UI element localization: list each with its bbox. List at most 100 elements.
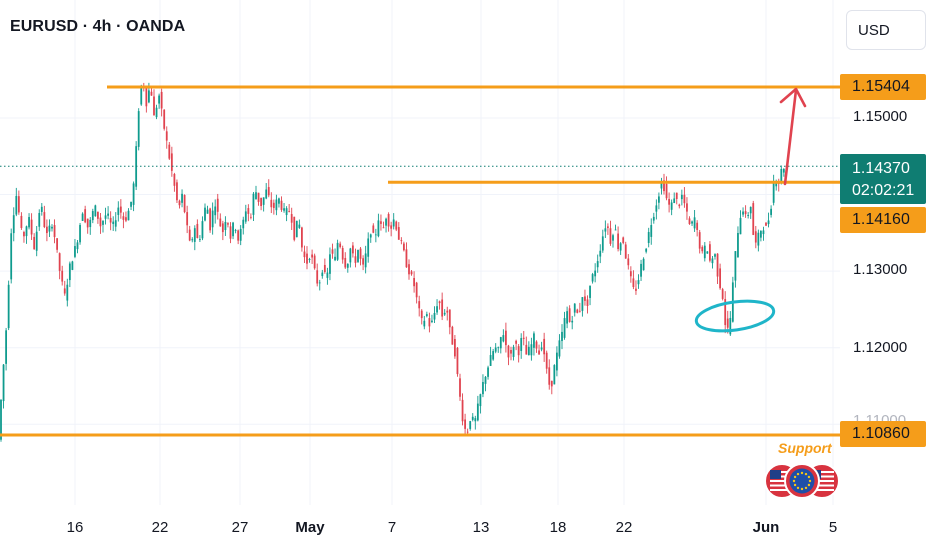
candle-body [237, 230, 240, 241]
candle-body [242, 219, 245, 229]
eu-star [804, 486, 808, 490]
candle-body [20, 215, 23, 228]
candle-body [589, 285, 591, 298]
candle-body [311, 254, 313, 258]
candle-body [428, 318, 431, 327]
x-tick-label: 7 [387, 519, 397, 536]
candle-body [252, 193, 255, 215]
candle-body [170, 153, 173, 171]
candle-body [517, 346, 520, 356]
candle-body [680, 194, 683, 200]
us-flag-stripe [770, 489, 794, 491]
candle-body [418, 301, 421, 309]
candle-body [670, 202, 673, 210]
candle-body [374, 234, 377, 236]
y-tick-label: 1.12000 [853, 339, 908, 356]
eu-star [807, 475, 811, 479]
candle-body [635, 288, 637, 291]
candle-body [260, 197, 262, 207]
candle-body [734, 251, 737, 281]
currency-button[interactable]: USD [846, 10, 926, 50]
candle-body [278, 198, 280, 204]
candle-body [81, 213, 84, 221]
candle-body [619, 243, 622, 251]
y-tick-label: 1.15000 [853, 108, 908, 125]
candle-body [760, 231, 762, 238]
us-flag-stripe [810, 489, 834, 491]
candle-body [10, 233, 13, 280]
symbol-title[interactable]: EURUSD · 4h · OANDA [10, 18, 186, 35]
candle-body [97, 211, 99, 219]
last-price-value: 1.14370 [852, 160, 910, 177]
candle-body [466, 431, 469, 433]
candle-body [94, 205, 97, 217]
candle-body [535, 341, 538, 349]
candle-body [698, 232, 701, 249]
candle-body [30, 219, 33, 235]
candle-body [627, 258, 630, 266]
candle-body [545, 352, 548, 369]
candle-body [48, 225, 51, 232]
candle-body [0, 399, 2, 440]
candle-body [581, 297, 584, 311]
candle-body [183, 195, 186, 213]
candle-body [199, 239, 201, 240]
us-flag-stripe [770, 475, 794, 478]
candle-body [377, 220, 380, 237]
candle-body [522, 337, 525, 339]
candle-body [476, 403, 479, 421]
candle-body [456, 347, 459, 375]
target-arrow [783, 88, 798, 186]
candle-body [497, 347, 500, 349]
candle-body [163, 109, 166, 129]
candle-body [329, 254, 331, 274]
candle-body [369, 234, 372, 238]
candle-body [433, 312, 436, 320]
candle-body [23, 232, 25, 237]
candle-body [548, 367, 551, 385]
candle-body [543, 338, 546, 355]
candle-body [91, 211, 94, 221]
candle-body [178, 200, 181, 206]
candle-body [79, 224, 81, 243]
candle-body [780, 168, 783, 183]
candle-body [405, 249, 408, 268]
us-flag-stripe [810, 475, 834, 478]
candle-body [675, 192, 678, 199]
candle-body [214, 206, 217, 216]
candle-body [413, 278, 415, 287]
price-tag-resistance-top: 1.15404 [840, 74, 926, 100]
candle-body [683, 194, 686, 204]
candle-body [737, 232, 739, 258]
candle-body [454, 338, 456, 357]
candle-body [663, 180, 665, 192]
candle-body [711, 258, 714, 264]
candle-body [550, 380, 553, 387]
eu-star [792, 479, 796, 483]
candle-body [155, 107, 158, 118]
candle-body [112, 221, 115, 224]
candle-body [400, 240, 403, 241]
candle-body [765, 222, 767, 226]
candle-body [448, 309, 451, 328]
candle-body [227, 223, 229, 225]
candle-body [5, 330, 7, 364]
us-flag-stripe [810, 480, 834, 482]
candle-body [617, 233, 619, 250]
candle-body [290, 214, 293, 223]
candle-body [219, 218, 222, 227]
candle-body [275, 199, 278, 211]
candle-body [104, 215, 107, 219]
candle-body [43, 212, 46, 228]
candle-body [239, 228, 242, 241]
candle-body [56, 238, 58, 250]
candle-body [364, 253, 367, 268]
candle-body [7, 284, 10, 329]
us-flag-stripe [770, 471, 794, 473]
candle-body [706, 251, 709, 254]
candle-body [102, 220, 104, 225]
candle-body [645, 248, 648, 252]
candle-body [331, 249, 334, 254]
candle-body [696, 222, 699, 230]
